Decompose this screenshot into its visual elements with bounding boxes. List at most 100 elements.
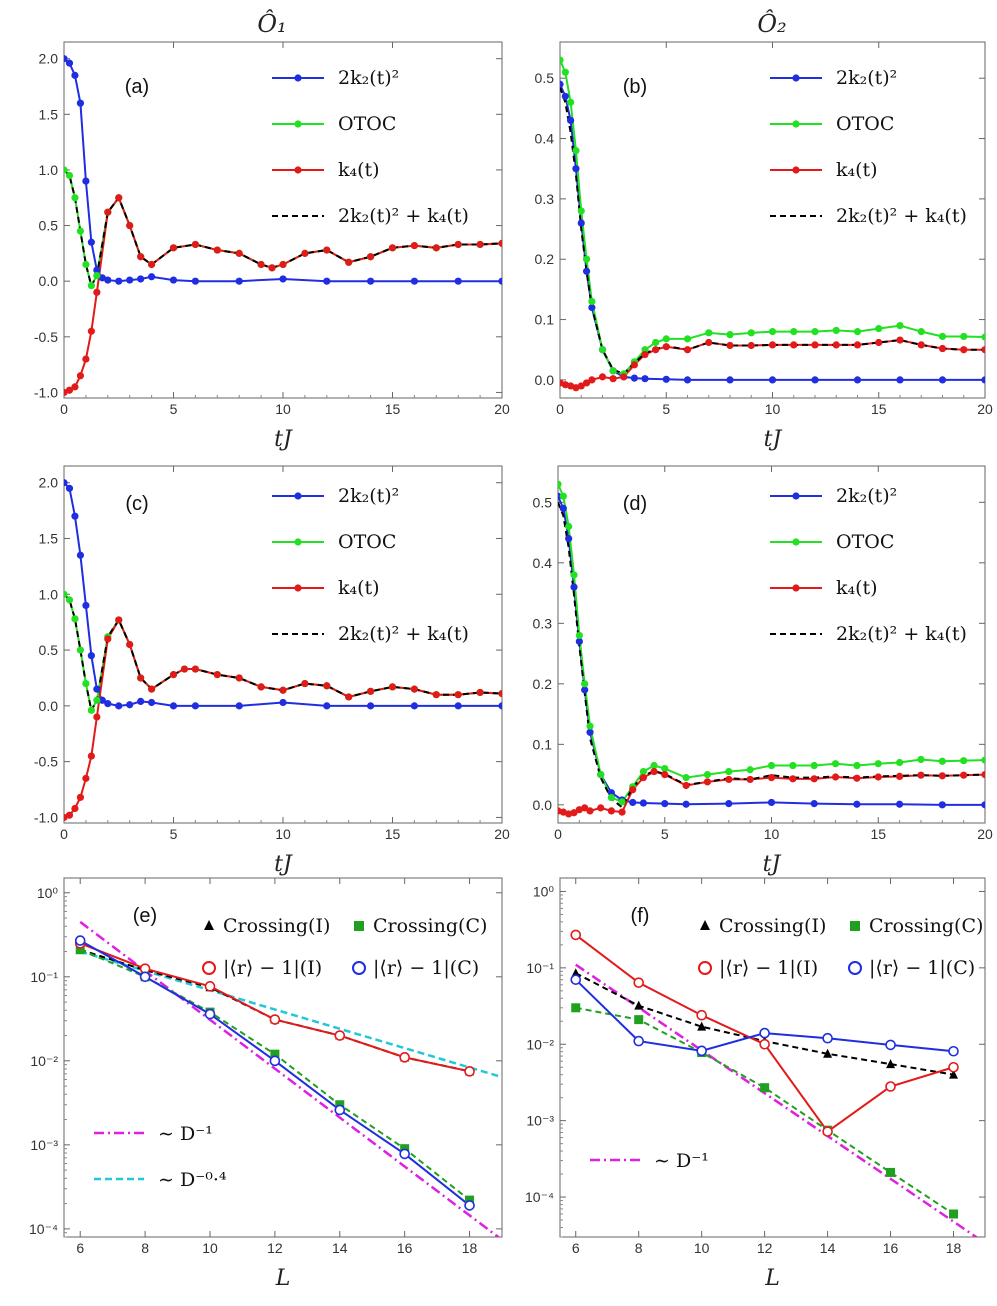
data-point	[949, 1209, 959, 1219]
panel-c: 0 5 10 15 20 -1.0 -0.5 0.0 0.5 1.0 1.5 2.0 tJ (c) 2k₂(…	[34, 465, 510, 877]
data-point	[575, 631, 583, 640]
data-point	[74, 935, 86, 946]
data-point	[639, 767, 648, 776]
data-point	[570, 571, 578, 579]
x-axis-label: tJ	[763, 852, 782, 877]
data-point	[87, 652, 95, 660]
data-point	[71, 71, 79, 79]
data-point	[148, 273, 156, 281]
data-point	[747, 329, 755, 337]
legend-label: 2k₂(t)² + k₄(t)	[836, 623, 967, 645]
plot-frame	[559, 877, 986, 1238]
data-point	[93, 696, 101, 704]
legend-marker	[792, 166, 800, 174]
y-tick-label: 1.5	[39, 531, 59, 547]
data-point	[696, 1009, 707, 1021]
data-point	[93, 685, 101, 693]
data-point	[82, 679, 90, 688]
data-point	[76, 99, 85, 107]
x-tick-label: 12	[267, 1240, 283, 1256]
data-point	[767, 761, 776, 770]
legend-marker	[792, 538, 800, 546]
data-point	[104, 276, 112, 284]
y-tick-label: 1.0	[39, 586, 59, 602]
data-point	[367, 702, 375, 710]
legend-label: k₄(t)	[338, 159, 380, 181]
data-point	[810, 775, 818, 783]
data-point	[367, 687, 375, 695]
data-point	[104, 700, 112, 708]
data-point	[367, 253, 375, 261]
data-point	[875, 338, 883, 347]
data-point	[641, 375, 649, 383]
data-point	[104, 635, 112, 643]
x-tick-label: 5	[662, 401, 670, 417]
data-point	[948, 1061, 959, 1073]
x-tick-label: 20	[494, 401, 510, 417]
x-tick-label: 12	[757, 1240, 773, 1256]
data-point	[570, 809, 578, 817]
data-point	[811, 328, 819, 336]
data-point	[588, 303, 596, 312]
data-point	[565, 522, 573, 531]
data-point	[410, 241, 418, 250]
legend-label: OTOC	[338, 113, 396, 135]
legend-marker	[850, 921, 860, 931]
data-point	[768, 376, 777, 384]
panel-label: (a)	[125, 76, 149, 98]
data-point	[334, 1030, 346, 1041]
data-point	[498, 702, 502, 710]
x-tick-label: 5	[170, 826, 178, 842]
data-point	[630, 361, 638, 369]
x-tick-label: 20	[977, 401, 993, 417]
data-point	[345, 258, 353, 266]
data-point	[981, 801, 985, 809]
data-point	[301, 249, 309, 257]
data-point	[572, 165, 580, 173]
guide-line	[575, 963, 979, 1237]
data-point	[682, 774, 690, 782]
data-point	[93, 266, 101, 274]
data-point	[960, 771, 968, 779]
series-line	[64, 482, 502, 707]
data-point	[498, 239, 502, 247]
legend-label: 2k₂(t)²	[338, 485, 399, 507]
data-point	[823, 1048, 833, 1058]
data-point	[747, 341, 755, 350]
data-point	[683, 376, 692, 384]
data-point	[725, 800, 733, 808]
data-point	[886, 1167, 896, 1177]
plot-area	[560, 56, 985, 392]
x-tick-label: 20	[494, 826, 510, 842]
data-point	[981, 376, 985, 384]
legend-marker	[294, 120, 302, 128]
data-point	[87, 706, 95, 714]
plot-area	[64, 55, 502, 397]
data-point	[75, 945, 85, 955]
panel-a: 0 5 10 15 20 -1.0 -0.5 0.0 0.5 1.0 1.5 2.0 tJ (a) 2k₂(…	[34, 41, 510, 452]
data-point	[65, 811, 74, 819]
x-tick-label: 15	[385, 401, 401, 417]
data-point	[767, 798, 776, 807]
y-tick-label: 0.1	[533, 736, 553, 752]
data-point	[981, 333, 985, 341]
data-point	[662, 335, 670, 343]
data-point	[874, 773, 882, 781]
data-point	[191, 277, 199, 285]
data-point	[454, 277, 462, 285]
legend-marker	[848, 961, 862, 975]
data-point	[726, 376, 734, 384]
x-tick-label: 10	[765, 401, 781, 417]
legend-marker	[352, 961, 366, 975]
data-point	[65, 484, 74, 492]
legend-label: 2k₂(t)²	[338, 67, 399, 89]
legend-label: 2k₂(t)² + k₄(t)	[836, 205, 967, 227]
y-tick-label: -0.5	[34, 329, 58, 345]
data-point	[71, 615, 79, 623]
x-tick-label: 10	[202, 1240, 218, 1256]
x-tick-label: 10	[764, 826, 780, 842]
data-point	[560, 56, 564, 64]
data-point	[115, 616, 123, 624]
data-point	[323, 702, 331, 710]
data-point	[169, 671, 178, 679]
